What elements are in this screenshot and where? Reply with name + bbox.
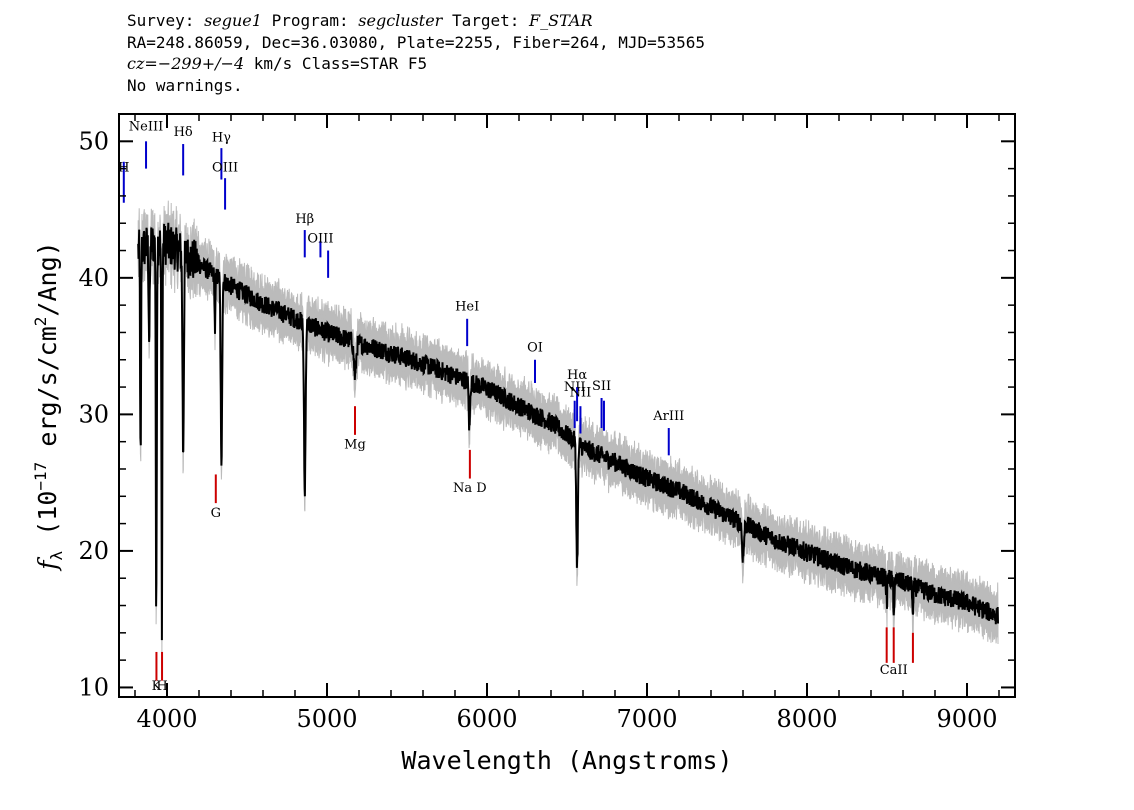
- x-tick-label: 5000: [296, 705, 357, 733]
- cz-value: −299+/−4: [157, 54, 245, 73]
- emission-line-label: SII: [592, 379, 611, 394]
- emission-line-label: Hα: [567, 368, 587, 383]
- coords-line: RA=248.86059, Dec=36.03080, Plate=2255, …: [127, 32, 705, 52]
- emission-line-label: H: [118, 160, 129, 175]
- x-tick-label: 7000: [616, 705, 677, 733]
- survey-label: Survey:: [127, 11, 205, 30]
- plot-frame: [118, 113, 1016, 698]
- y-tick-label: 40: [78, 264, 109, 292]
- y-tick-label: 30: [78, 400, 109, 428]
- y-axis-title-part: −17: [31, 462, 50, 491]
- y-axis-title-part: f: [33, 557, 62, 572]
- absorption-line-label: G: [211, 506, 221, 521]
- warnings-line: No warnings.: [127, 75, 243, 95]
- y-axis-title-part: 2: [31, 317, 50, 327]
- y-axis-title-part: /Ang): [33, 241, 62, 316]
- y-axis-title-part: (10: [33, 491, 62, 551]
- program-value: segcluster: [358, 11, 443, 30]
- class-line: km/s Class=STAR F5: [244, 54, 428, 73]
- absorption-line-label: K: [152, 679, 162, 694]
- emission-line-label: Hδ: [174, 125, 193, 140]
- y-tick-label: 20: [78, 537, 109, 565]
- target-value: F_STAR: [529, 11, 593, 30]
- emission-line-label: OI: [527, 341, 543, 356]
- absorption-line-label: H: [156, 679, 167, 694]
- emission-line-label: ArIII: [652, 409, 684, 424]
- absorption-line-label: CaII: [880, 663, 908, 678]
- absorption-line-label: Mg: [344, 438, 366, 453]
- emission-line-label: HeI: [455, 300, 479, 315]
- emission-line-label: Hβ: [295, 212, 314, 227]
- survey-value: segue1: [204, 11, 262, 30]
- emission-line-label: OIII: [307, 231, 333, 246]
- emission-line-label: NII: [570, 386, 592, 401]
- spectrum-line: [137, 222, 999, 641]
- spectrum-header: Survey: segue1 Program: segcluster Targe…: [127, 10, 705, 96]
- y-tick-label: 50: [78, 127, 109, 155]
- axes: 4000 5000 6000 7000 8000 9000 10 20 30 40 50: [78, 113, 1016, 733]
- spectrum-series: [137, 222, 999, 641]
- y-tick-label: 10: [78, 673, 109, 701]
- absorption-line-label: Na D: [453, 481, 487, 496]
- y-axis-title: fλ (10−17 erg/s/cm2/Ang): [31, 241, 66, 571]
- x-tick-label: 4000: [136, 705, 197, 733]
- y-axis-title-part: λ: [47, 550, 66, 560]
- emission-line-label: NII: [564, 380, 586, 395]
- y-axis-title-part: erg/s/cm: [33, 326, 62, 461]
- x-tick-label: 6000: [456, 705, 517, 733]
- x-tick-label: 8000: [776, 705, 837, 733]
- x-tick-label: 9000: [936, 705, 997, 733]
- emission-line-label: OIII: [212, 160, 238, 175]
- program-label: Program:: [261, 11, 359, 30]
- emission-line-label: Hγ: [212, 130, 231, 145]
- x-axis-title: Wavelength (Angstroms): [401, 746, 732, 775]
- cz-label: cz=: [127, 54, 158, 73]
- emission-line-label: NeIII: [129, 119, 163, 134]
- target-label: Target:: [442, 11, 530, 30]
